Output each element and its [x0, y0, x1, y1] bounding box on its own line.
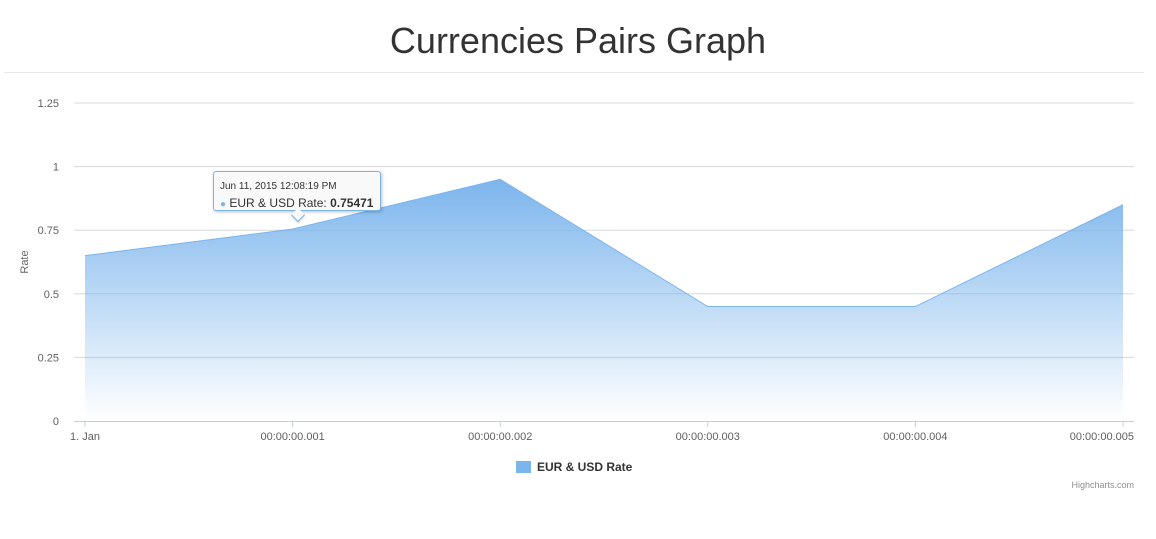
legend-item-label[interactable]: EUR & USD Rate — [537, 460, 633, 474]
y-axis-title: Rate — [19, 250, 31, 273]
tooltip: Jun 11, 2015 12:08:19 PM ● EUR & USD Rat… — [213, 171, 381, 223]
y-tick-label: 1 — [53, 162, 59, 174]
tooltip-row: ● EUR & USD Rate: 0.75471 — [220, 196, 374, 212]
series-line[interactable] — [84, 178, 1124, 308]
credits-link[interactable]: Highcharts.com — [1071, 480, 1134, 490]
data-point[interactable] — [496, 175, 504, 183]
data-point[interactable] — [911, 303, 919, 311]
y-tick-label: 0 — [53, 416, 59, 428]
x-tick-label: 00:00:00.005 — [1070, 431, 1134, 443]
legend[interactable]: EUR & USD Rate — [516, 460, 632, 474]
data-point[interactable] — [1119, 201, 1127, 209]
x-tick-label: 1. Jan — [70, 431, 100, 443]
tooltip-series-label: EUR & USD Rate: — [229, 196, 331, 210]
data-point[interactable] — [289, 225, 297, 233]
x-tick-label: 00:00:00.002 — [468, 431, 532, 443]
tooltip-value: 0.75471 — [330, 196, 374, 210]
title-divider — [4, 72, 1144, 73]
tooltip-series-dot-icon: ● — [220, 199, 227, 210]
y-tick-label: 0.75 — [38, 225, 59, 237]
tooltip-time: Jun 11, 2015 12:08:19 PM — [220, 181, 337, 192]
data-point[interactable] — [704, 303, 712, 311]
chart-title: Currencies Pairs Graph — [389, 20, 767, 61]
y-tick-label: 0.5 — [44, 289, 59, 301]
x-tick-label: 00:00:00.003 — [676, 431, 740, 443]
x-tick-label: 00:00:00.001 — [260, 431, 324, 443]
series-area-fill — [85, 179, 1123, 421]
y-tick-label: 1.25 — [38, 98, 59, 110]
y-axis-ticks: 0 0.25 0.5 0.75 1 1.25 — [38, 98, 59, 428]
series-area — [81, 175, 1127, 421]
x-tick-label: 00:00:00.004 — [883, 431, 947, 443]
legend-swatch[interactable] — [516, 461, 531, 473]
x-axis: 1. Jan 00:00:00.001 00:00:00.002 00:00:00.0… — [70, 421, 1134, 443]
y-tick-label: 0.25 — [38, 352, 59, 364]
data-point[interactable] — [81, 252, 89, 260]
